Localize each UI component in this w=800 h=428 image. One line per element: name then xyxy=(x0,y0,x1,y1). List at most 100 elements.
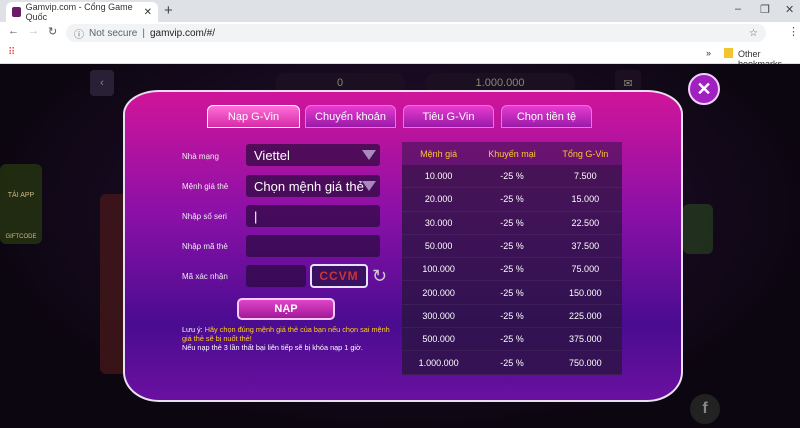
table-row: 300.000 -25 % 225.000 xyxy=(402,304,622,329)
cell-total: 37.500 xyxy=(571,241,600,252)
table-row: 100.000 -25 % 75.000 xyxy=(402,258,622,282)
table-row: 20.000 -25 % 15.000 xyxy=(402,188,622,212)
facebook-icon[interactable]: f xyxy=(690,394,720,424)
header-total: Tổng G-Vin xyxy=(562,148,609,159)
game-tile xyxy=(683,204,713,254)
table-row: 30.000 -25 % 22.500 xyxy=(402,211,622,235)
note-prefix: Lưu ý: xyxy=(182,325,205,334)
network-select[interactable]: Viettel xyxy=(246,144,380,166)
network-label: Nhà mạng xyxy=(182,152,219,161)
header-promotion: Khuyến mại xyxy=(488,148,536,159)
browser-tab-strip: Gamvip.com - Cổng Game Quốc ✕ + – ❐ ✕ xyxy=(0,0,800,22)
text-cursor: | xyxy=(254,208,258,224)
restore-button[interactable]: ❐ xyxy=(760,4,770,16)
favicon-icon xyxy=(12,7,21,17)
note-warning: Hãy chọn đúng mệnh giá thẻ của bạn nếu c… xyxy=(182,325,390,343)
table-header: Mệnh giá Khuyến mại Tổng G-Vin xyxy=(402,142,622,165)
cell-total: 225.000 xyxy=(569,310,602,321)
cell-total: 15.000 xyxy=(571,194,600,205)
pin-input[interactable] xyxy=(246,235,380,257)
more-bookmarks-icon[interactable]: » xyxy=(706,48,712,58)
captcha-text: CCVM xyxy=(319,269,359,283)
giftcode-label[interactable]: GIFTCODE xyxy=(5,234,37,240)
captcha-input[interactable] xyxy=(246,265,306,287)
reload-icon[interactable]: ↻ xyxy=(48,26,58,38)
table-row: 500.000 -25 % 375.000 xyxy=(402,328,622,352)
cell-denomination: 50.000 xyxy=(424,241,453,252)
note-text: Lưu ý: Hãy chọn đúng mệnh giá thẻ của bạ… xyxy=(182,325,392,352)
refresh-captcha-icon[interactable]: ↻ xyxy=(372,266,388,286)
info-icon: ⓘ xyxy=(74,29,84,41)
tab-tieu-gvin[interactable]: Tiêu G-Vin xyxy=(403,105,494,128)
cell-promotion: -25 % xyxy=(500,310,524,321)
cell-promotion: -25 % xyxy=(500,334,524,345)
denomination-select[interactable]: Chọn mệnh giá thẻ xyxy=(246,175,380,197)
serial-label: Nhập số seri xyxy=(182,212,227,221)
cell-total: 150.000 xyxy=(569,287,602,298)
captcha-image: CCVM xyxy=(310,264,368,288)
url-text: gamvip.com/#/ xyxy=(149,27,215,39)
denomination-label: Mệnh giá thẻ xyxy=(182,182,229,191)
cell-promotion: -25 % xyxy=(500,217,524,228)
browser-tab[interactable]: Gamvip.com - Cổng Game Quốc ✕ xyxy=(6,2,158,22)
cell-total: 375.000 xyxy=(569,334,602,345)
cell-promotion: -25 % xyxy=(500,287,524,298)
submit-nap-button[interactable]: NẠP xyxy=(237,298,335,320)
side-panel xyxy=(0,164,42,244)
tab-chuyen-khoan[interactable]: Chuyển khoản xyxy=(305,105,396,128)
cell-denomination: 30.000 xyxy=(424,217,453,228)
cell-denomination: 300.000 xyxy=(422,310,455,321)
cell-total: 7.500 xyxy=(574,171,597,182)
cell-denomination: 200.000 xyxy=(422,287,455,298)
network-value: Viettel xyxy=(254,147,290,163)
cell-denomination: 1.000.000 xyxy=(418,357,459,368)
cell-denomination: 100.000 xyxy=(422,264,455,275)
dropdown-arrow-icon xyxy=(362,181,376,191)
close-tab-icon[interactable]: ✕ xyxy=(143,6,152,18)
apps-icon[interactable]: ⠿ xyxy=(8,47,16,58)
serial-input[interactable]: | xyxy=(246,205,380,227)
toolbar: ← → ↻ ⓘ Not secure | gamvip.com/#/ ☆ ⋮ xyxy=(0,22,800,44)
note-line2: Nếu nạp thẻ 3 lần thất bại liên tiếp sẽ … xyxy=(182,343,363,352)
back-game-button[interactable]: ‹ xyxy=(90,70,114,96)
tab-chon-tien-te[interactable]: Chọn tiền tệ xyxy=(501,105,592,128)
table-row: 10.000 -25 % 7.500 xyxy=(402,165,622,189)
cell-promotion: -25 % xyxy=(500,264,524,275)
cell-promotion: -25 % xyxy=(500,194,524,205)
back-icon[interactable]: ← xyxy=(8,25,19,37)
separator: | xyxy=(142,27,145,39)
dropdown-arrow-icon xyxy=(362,150,376,160)
cell-denomination: 20.000 xyxy=(424,194,453,205)
menu-icon[interactable]: ⋮ xyxy=(788,26,799,38)
cell-promotion: -25 % xyxy=(500,357,524,368)
security-label: Not secure xyxy=(89,27,138,39)
captcha-label: Mã xác nhận xyxy=(182,272,228,281)
forward-icon[interactable]: → xyxy=(28,25,39,37)
minimize-button[interactable]: – xyxy=(735,3,742,15)
star-icon[interactable]: ☆ xyxy=(749,27,758,39)
game-topbar: ‹ 0 1.000.000 ✉ xyxy=(85,68,685,98)
address-bar[interactable]: ⓘ Not secure | gamvip.com/#/ ☆ xyxy=(66,24,766,42)
silver-balance: 1.000.000 xyxy=(425,73,575,93)
tab-nap-gvin[interactable]: Nạp G-Vin xyxy=(207,105,300,128)
cell-total: 22.500 xyxy=(571,217,600,228)
cell-total: 750.000 xyxy=(569,357,602,368)
cell-denomination: 500.000 xyxy=(422,334,455,345)
cell-total: 75.000 xyxy=(571,264,600,275)
table-body: 10.000 -25 % 7.500 20.000 -25 % 15.000 30.000 -… xyxy=(402,165,622,375)
table-row: 1.000.000 -25 % 750.000 xyxy=(402,351,622,375)
folder-icon xyxy=(724,48,733,58)
cell-denomination: 10.000 xyxy=(424,171,453,182)
bookmarks-bar: ⠿ » Other bookmarks xyxy=(0,44,800,69)
cell-promotion: -25 % xyxy=(500,241,524,252)
download-app-label[interactable]: TẢI APP xyxy=(7,192,35,199)
header-denomination: Mệnh giá xyxy=(420,148,458,159)
table-row: 200.000 -25 % 150.000 xyxy=(402,281,622,305)
rate-table: Mệnh giá Khuyến mại Tổng G-Vin 10.000 -25… xyxy=(402,142,622,375)
close-modal-button[interactable]: ✕ xyxy=(688,73,720,105)
pin-label: Nhập mã thẻ xyxy=(182,242,228,251)
close-window-button[interactable]: ✕ xyxy=(785,4,795,16)
gold-balance: 0 xyxy=(275,73,405,93)
table-row: 50.000 -25 % 37.500 xyxy=(402,234,622,259)
new-tab-button[interactable]: + xyxy=(164,2,173,19)
